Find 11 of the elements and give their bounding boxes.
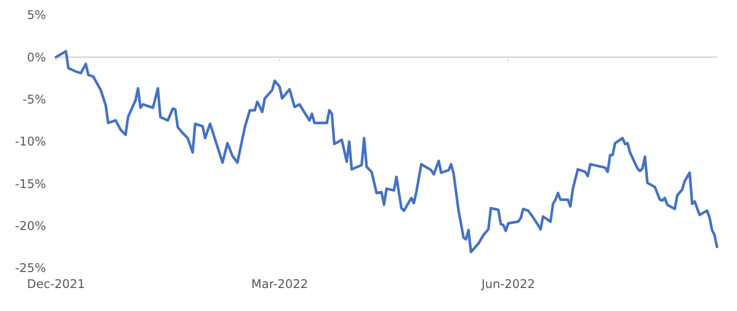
y-tick-label: -5% bbox=[22, 92, 46, 107]
x-tick-label: Dec-2021 bbox=[26, 277, 86, 291]
x-tick-label: Jun-2022 bbox=[480, 277, 536, 291]
x-tick-label: Mar-2022 bbox=[251, 277, 308, 291]
y-tick-label: -20% bbox=[14, 219, 46, 234]
y-tick-label: 5% bbox=[26, 8, 46, 22]
y-tick-label: -25% bbox=[14, 261, 46, 276]
line-series bbox=[54, 50, 718, 254]
y-tick-label: 0% bbox=[26, 50, 46, 64]
y-tick-label: -10% bbox=[14, 134, 46, 149]
y-tick-label: -15% bbox=[14, 176, 46, 191]
